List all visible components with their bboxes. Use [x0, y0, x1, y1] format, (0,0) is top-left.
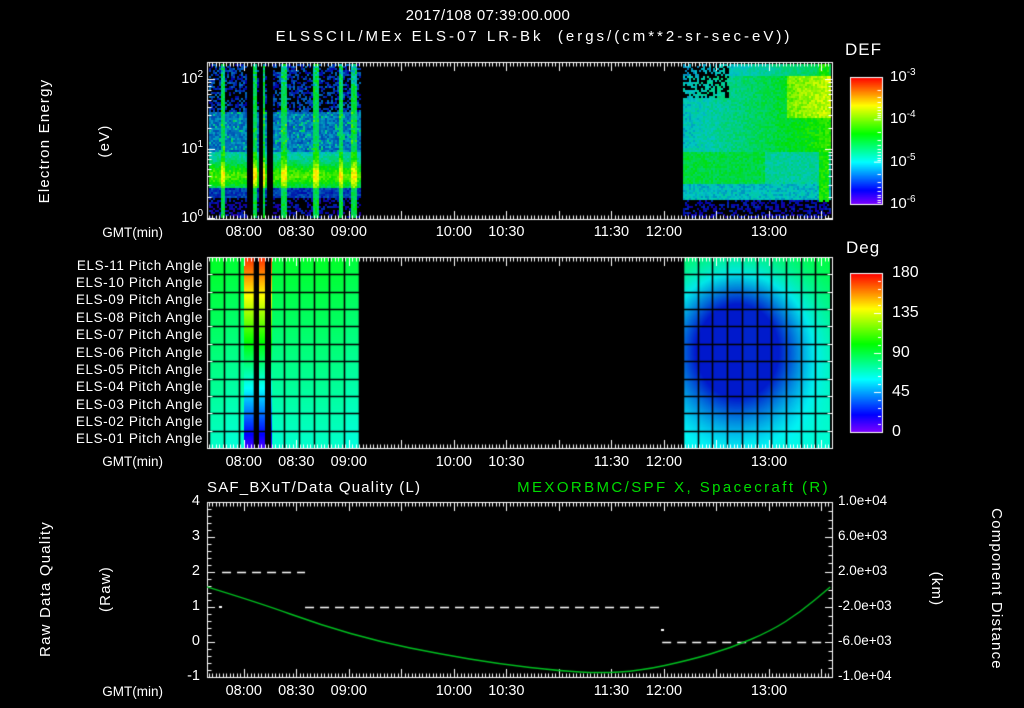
time-tick-label: 11:30: [593, 224, 630, 240]
time-tick-label: 10:00: [435, 683, 472, 699]
time-tick-label: 09:00: [330, 453, 367, 470]
time-tick-label: 13:00: [750, 224, 788, 240]
page-title-datetime: 2017/108 07:39:00.000: [405, 7, 571, 24]
distance-tick-label: -6.0e+03: [838, 633, 892, 648]
time-tick-label: 12:00: [645, 453, 683, 470]
def-colorbar-tick-label: 10-3: [890, 67, 916, 85]
distance-axis-label: Component Distance (km): [886, 508, 1024, 670]
pitch-row-label: ELS-08 Pitch Angle: [75, 309, 203, 325]
quality-axis-label-line2: (Raw): [97, 566, 114, 613]
pitch-row-label: ELS-03 Pitch Angle: [75, 396, 203, 412]
quality-tick-label: 1: [191, 598, 200, 614]
energy-axis-label-line2: (eV): [96, 124, 113, 158]
time-tick-label: 09:00: [330, 224, 367, 240]
deg-colorbar-tick-label: 135: [892, 303, 919, 321]
distance-tick-label: -2.0e+03: [838, 598, 892, 613]
quality-tick-label: -1: [187, 668, 200, 684]
deg-colorbar-title: Deg: [846, 238, 881, 257]
time-tick-label: 08:30: [278, 453, 315, 470]
quality-axis-label: Raw Data Quality (Raw): [0, 521, 156, 657]
pitch-row-label: ELS-05 Pitch Angle: [75, 361, 203, 377]
time-tick-label: 12:00: [645, 683, 683, 699]
quality-panel-left-title: SAF_BXuT/Data Quality (L): [207, 479, 422, 496]
time-tick-label: 08:00: [225, 453, 262, 470]
time-tick-label: 13:00: [750, 453, 788, 470]
distance-axis-label-line2: (km): [928, 571, 945, 607]
distance-tick-label: 6.0e+03: [838, 528, 888, 543]
gmt-axis-label-panel2: GMT(min): [102, 454, 163, 469]
time-tick-label: 08:00: [225, 683, 262, 699]
energy-tick-label: 102: [181, 69, 203, 87]
energy-tick-label: 101: [181, 138, 203, 157]
quality-tick-label: 3: [191, 528, 200, 544]
time-tick-label: 08:30: [278, 683, 315, 699]
pitch-row-label: ELS-07 Pitch Angle: [75, 327, 203, 343]
time-tick-label: 08:00: [225, 224, 262, 240]
energy-axis-label-line1: Electron Energy: [36, 78, 53, 204]
pitch-row-label: ELS-09 Pitch Angle: [75, 292, 203, 308]
def-colorbar-tick-label: 10-4: [890, 109, 916, 128]
time-tick-label: 11:30: [593, 453, 630, 470]
distance-axis-label-line1: Component Distance: [988, 508, 1005, 670]
deg-colorbar-tick-label: 90: [892, 343, 910, 361]
quality-panel-right-title: MEXORBMC/SPF X, Spacecraft (R): [517, 479, 830, 496]
time-tick-label: 13:00: [750, 683, 788, 699]
pitch-row-label: ELS-02 Pitch Angle: [75, 413, 203, 429]
deg-colorbar-tick-label: 0: [892, 423, 901, 440]
gmt-axis-label-panel1: GMT(min): [102, 225, 163, 240]
time-tick-label: 11:30: [593, 683, 630, 699]
quality-tick-label: 0: [191, 633, 200, 649]
distance-tick-label: 1.0e+04: [838, 493, 888, 508]
time-tick-label: 10:30: [488, 453, 525, 470]
def-colorbar-tick-label: 10-6: [890, 194, 916, 212]
deg-colorbar-tick-label: 180: [892, 264, 919, 281]
energy-tick-label: 100: [181, 208, 203, 226]
gmt-axis-label-panel3: GMT(min): [102, 684, 163, 699]
time-tick-label: 08:30: [278, 224, 315, 240]
distance-tick-label: -1.0e+04: [838, 668, 892, 683]
time-tick-label: 10:30: [488, 683, 525, 699]
page-title-instrument: ELSSCIL/MEx ELS-07 LR-Bk (ergs/(cm**2-sr…: [275, 28, 793, 45]
quality-tick-label: 2: [191, 563, 200, 579]
time-tick-label: 10:00: [435, 453, 472, 470]
pitch-row-label: ELS-10 Pitch Angle: [75, 275, 203, 291]
pitch-row-label: ELS-01 Pitch Angle: [75, 431, 203, 447]
distance-tick-label: 2.0e+03: [838, 563, 888, 578]
pitch-row-label: ELS-11 Pitch Angle: [76, 257, 203, 273]
def-colorbar-title: DEF: [845, 40, 882, 59]
time-tick-label: 10:00: [435, 224, 472, 240]
time-tick-label: 09:00: [330, 683, 367, 699]
energy-axis-label: Electron Energy (eV): [0, 79, 155, 204]
def-colorbar-tick-label: 10-5: [890, 151, 916, 170]
time-tick-label: 10:30: [488, 224, 525, 240]
quality-tick-label: 4: [191, 493, 200, 509]
pitch-row-label: ELS-06 Pitch Angle: [75, 344, 203, 360]
quality-axis-label-line1: Raw Data Quality: [37, 521, 54, 657]
deg-colorbar-tick-label: 45: [892, 383, 910, 401]
time-tick-label: 12:00: [645, 224, 683, 240]
pitch-row-label: ELS-04 Pitch Angle: [75, 379, 203, 395]
